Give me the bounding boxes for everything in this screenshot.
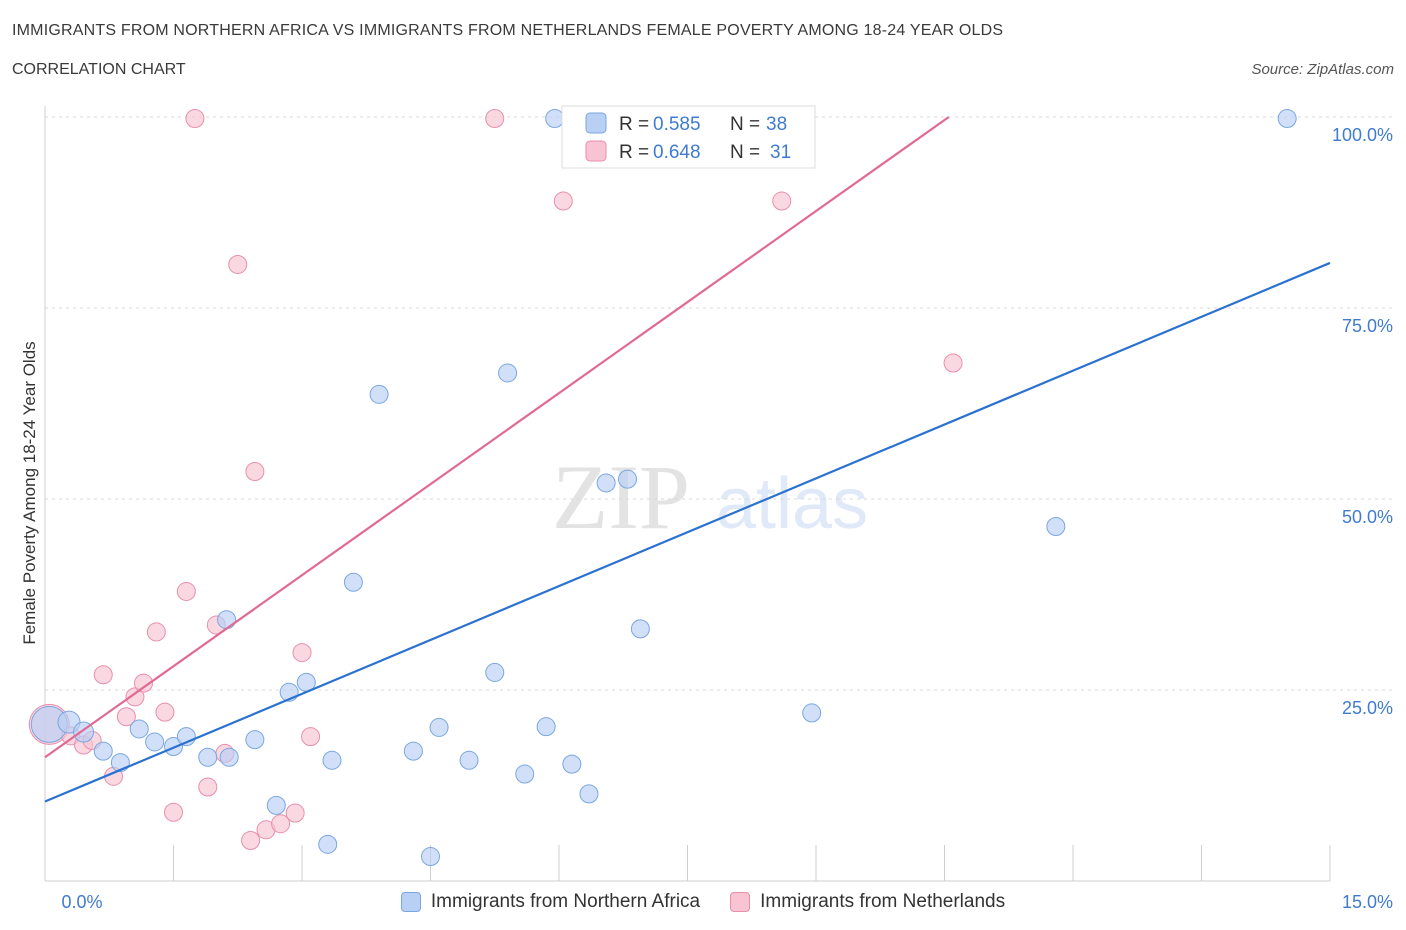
northern-africa-point: [93, 741, 113, 761]
chart-title: IMMIGRANTS FROM NORTHERN AFRICA VS IMMIG…: [12, 22, 1004, 39]
northern-africa-point: [459, 750, 479, 770]
netherlands-point: [93, 665, 113, 685]
northern-africa-point: [618, 469, 638, 489]
watermark: ZIP atlas: [552, 446, 868, 548]
netherlands-point: [146, 622, 166, 642]
northern-africa-point: [217, 610, 237, 630]
netherlands-point: [485, 109, 505, 129]
northern-africa-point: [498, 363, 518, 383]
netherlands-point: [185, 109, 205, 129]
northern-africa-point: [596, 473, 616, 493]
northern-africa-point: [318, 834, 338, 854]
northern-africa-point: [343, 572, 363, 592]
northern-africa-point: [1277, 109, 1297, 129]
legend-bottom-label-northern-africa: Immigrants from Northern Africa: [430, 891, 701, 912]
northern-africa-point: [485, 662, 505, 682]
x-ticks: [173, 845, 1331, 881]
northern-africa-point: [322, 750, 342, 770]
legend-item-northern-africa: Immigrants from Northern Africa: [400, 891, 701, 913]
x-tick-label-min: 0.0%: [61, 892, 102, 912]
netherlands-point: [125, 687, 145, 707]
netherlands-point: [772, 191, 792, 211]
northern-africa-point: [198, 747, 218, 767]
trendline-northern-africa: [44, 261, 1331, 803]
legend-r-value-1: 0.585: [653, 114, 701, 135]
legend-bottom-label-netherlands: Immigrants from Netherlands: [760, 891, 1006, 912]
northern-africa-point: [536, 717, 556, 737]
watermark-zip: ZIP: [552, 446, 690, 548]
northern-africa-point: [579, 784, 599, 804]
northern-africa-point: [369, 384, 389, 404]
watermark-atlas: atlas: [716, 464, 868, 544]
y-tick-label: 75.0%: [1342, 316, 1393, 336]
y-tick-label: 25.0%: [1342, 698, 1393, 718]
northern-africa-point: [145, 732, 165, 752]
northern-africa-point: [266, 795, 286, 815]
legend-bottom-swatch-netherlands: [730, 892, 751, 912]
netherlands-point: [271, 814, 291, 834]
legend-top: R = 0.585 N = 38 R = 0.648 N = 31: [561, 105, 816, 169]
northern-africa-point: [515, 764, 535, 784]
netherlands-point: [116, 707, 136, 727]
legend-n-value-1: 38: [766, 114, 787, 135]
netherlands-point: [292, 643, 312, 663]
northern-africa-point: [429, 717, 449, 737]
legend-r-label-1: R =: [619, 114, 649, 135]
northern-africa-point: [802, 703, 822, 723]
trendline-netherlands: [44, 116, 950, 759]
netherlands-point: [553, 191, 573, 211]
northern-africa-point: [421, 847, 440, 867]
netherlands-point: [241, 831, 261, 851]
netherlands-point: [285, 803, 305, 823]
netherlands-point: [245, 461, 265, 481]
northern-africa-points: [30, 109, 1297, 867]
netherlands-point: [198, 777, 218, 797]
legend-bottom: Immigrants from Northern Africa Immigran…: [0, 888, 1406, 916]
source-label: Source: ZipAtlas.com: [1251, 61, 1394, 78]
trendlines: [44, 116, 1331, 803]
y-tick-labels: 100.0% 75.0% 50.0% 25.0%: [1332, 125, 1393, 718]
legend-bottom-swatch-northern-africa: [400, 892, 421, 912]
northern-africa-point: [245, 730, 265, 750]
northern-africa-point: [545, 109, 565, 129]
netherlands-point: [301, 727, 321, 747]
northern-africa-point: [403, 741, 423, 761]
northern-africa-point: [129, 719, 149, 739]
legend-n-value-2: 31: [770, 142, 791, 163]
northern-africa-point: [630, 619, 650, 639]
netherlands-point: [943, 353, 963, 373]
y-tick-label: 50.0%: [1342, 507, 1393, 527]
legend-swatch-netherlands: [585, 140, 607, 162]
y-tick-label: 100.0%: [1332, 125, 1393, 145]
chart-subtitle: CORRELATION CHART: [12, 61, 186, 78]
northern-africa-point: [219, 747, 239, 767]
northern-africa-point: [1046, 517, 1066, 537]
northern-africa-point: [562, 754, 582, 774]
netherlands-point: [134, 673, 154, 693]
netherlands-point: [176, 581, 196, 601]
netherlands-point: [164, 802, 183, 822]
legend-swatch-northern-africa: [585, 112, 607, 134]
x-tick-label-max: 15.0%: [1342, 892, 1393, 912]
legend-r-value-2: 0.648: [653, 142, 701, 163]
grid: [45, 116, 1392, 691]
y-axis-title: Female Poverty Among 18-24 Year Olds: [20, 341, 39, 644]
netherlands-point: [228, 254, 248, 274]
legend-item-netherlands: Immigrants from Netherlands: [730, 891, 1005, 913]
legend-r-label-2: R =: [619, 142, 649, 163]
netherlands-point: [155, 702, 175, 722]
legend-n-label-1: N =: [730, 114, 760, 135]
legend-n-label-2: N =: [730, 142, 760, 163]
